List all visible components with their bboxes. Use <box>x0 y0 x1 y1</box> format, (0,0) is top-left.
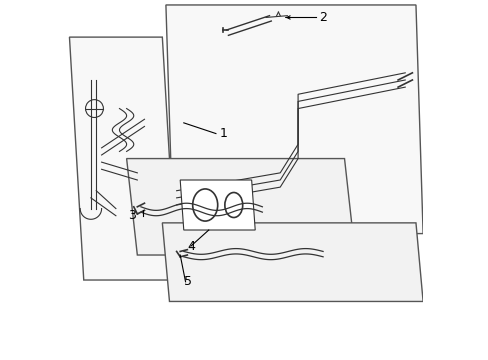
Text: 4: 4 <box>187 240 195 253</box>
Text: 3: 3 <box>127 209 135 222</box>
Text: 2: 2 <box>319 11 327 24</box>
Polygon shape <box>69 37 176 280</box>
Polygon shape <box>126 158 354 255</box>
Text: 5: 5 <box>183 275 191 288</box>
Polygon shape <box>165 5 422 234</box>
Polygon shape <box>180 180 255 230</box>
Polygon shape <box>162 223 422 301</box>
Text: 1: 1 <box>219 127 227 140</box>
